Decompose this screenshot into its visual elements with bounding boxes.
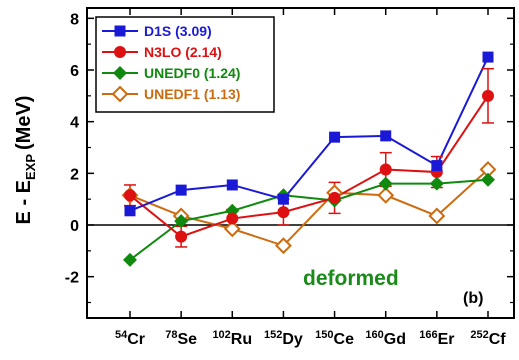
- data-point-0: [175, 184, 187, 196]
- x-tick-element: Cf: [489, 331, 507, 348]
- y-tick-label: 6: [70, 63, 79, 80]
- series-line-0: [129, 56, 489, 212]
- legend-marker: [113, 66, 127, 80]
- legend-marker: [114, 46, 126, 58]
- series-line-1: [129, 95, 489, 238]
- legend-marker: [114, 25, 126, 37]
- x-tick-label-ce: 150Ce: [315, 329, 354, 348]
- data-point-2: [174, 214, 189, 229]
- series-line-3: [129, 168, 489, 247]
- legend-label: N3LO (2.14): [144, 44, 222, 60]
- data-point-3: [275, 237, 292, 255]
- x-tick-label-cr: 54Cr: [115, 329, 145, 348]
- series-line-2: [129, 178, 489, 261]
- data-point-3: [428, 207, 446, 225]
- y-axis-label-main: E - E: [13, 180, 35, 224]
- y-axis-label: E - EEXP (MeV): [13, 96, 38, 225]
- y-tick-label: 0: [70, 218, 79, 235]
- data-point-0: [329, 131, 341, 143]
- x-tick-mass: 102: [212, 329, 230, 341]
- legend-label: UNEDF0 (1.24): [144, 65, 240, 81]
- data-point-2: [378, 176, 393, 191]
- x-tick-element: Er: [438, 331, 455, 348]
- x-tick-element: Cr: [127, 331, 145, 348]
- y-tick-label: 2: [70, 166, 79, 183]
- data-point-0: [277, 193, 289, 205]
- x-tick-label-cf: 252Cf: [470, 329, 506, 348]
- x-tick-label-er: 166Er: [419, 329, 454, 348]
- data-point-3: [223, 220, 241, 238]
- x-tick-label-ru: 102Ru: [212, 329, 252, 348]
- data-point-2: [481, 172, 495, 187]
- legend-marker: [111, 85, 129, 103]
- data-point-1: [124, 189, 136, 202]
- plot-frame: [86, 7, 515, 319]
- panel-label: (b): [463, 290, 483, 307]
- x-tick-mass: 150: [315, 329, 333, 341]
- data-point-0: [124, 205, 136, 217]
- data-point-0: [226, 179, 238, 191]
- x-tick-element: Gd: [384, 331, 406, 348]
- data-point-0: [380, 130, 392, 142]
- x-tick-label-gd: 160Gd: [365, 329, 406, 348]
- y-axis-label-sub: EXP: [23, 154, 38, 180]
- x-tick-element: Se: [177, 331, 197, 348]
- y-axis-label-unit: (MeV): [13, 96, 35, 150]
- data-point-0: [482, 51, 494, 63]
- x-tick-label-dy: 152Dy: [264, 329, 303, 348]
- data-point-1: [328, 191, 341, 204]
- data-point-1: [379, 163, 392, 176]
- x-tick-mass: 166: [419, 329, 437, 341]
- x-tick-label-se: 78Se: [165, 329, 197, 348]
- data-point-3: [377, 186, 395, 204]
- x-tick-element: Ce: [334, 331, 355, 348]
- svg-text:E - EEXP(MeV): E - EEXP (MeV): [13, 96, 38, 225]
- x-tick-mass: 252: [470, 329, 488, 341]
- y-tick-label: -2: [65, 270, 79, 287]
- data-point-1: [226, 212, 239, 225]
- x-tick-mass: 160: [365, 329, 383, 341]
- legend-label: D1S (3.09): [144, 23, 212, 39]
- deformed-annotation: deformed: [303, 267, 399, 290]
- x-tick-mass: 78: [165, 329, 177, 341]
- y-tick-label: 4: [70, 115, 79, 132]
- data-point-1: [482, 89, 494, 102]
- data-point-1: [277, 206, 290, 219]
- data-point-0: [431, 160, 443, 172]
- legend-label: UNEDF1 (1.13): [144, 86, 240, 102]
- data-point-1: [175, 230, 188, 243]
- data-point-2: [123, 252, 137, 267]
- x-tick-mass: 54: [115, 329, 128, 341]
- x-tick-element: Dy: [282, 331, 303, 348]
- data-point-2: [429, 176, 444, 191]
- x-tick-mass: 152: [264, 329, 282, 341]
- y-tick-label: 8: [70, 11, 79, 28]
- x-tick-element: Ru: [231, 331, 252, 348]
